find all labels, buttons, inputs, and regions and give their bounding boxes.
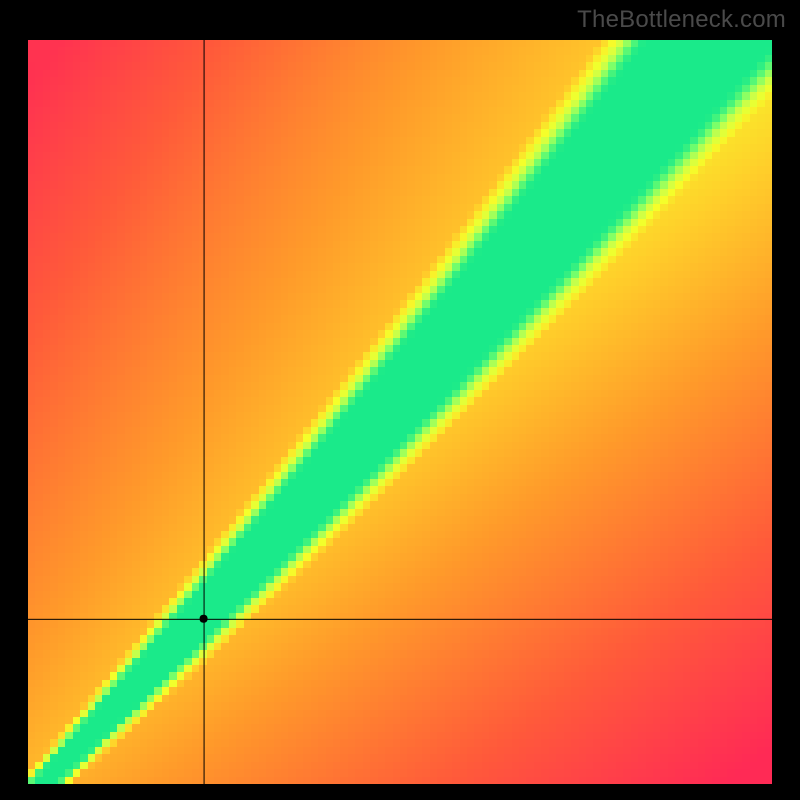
heatmap-canvas <box>28 40 772 784</box>
heatmap-chart <box>28 40 772 784</box>
watermark-text: TheBottleneck.com <box>577 6 786 34</box>
